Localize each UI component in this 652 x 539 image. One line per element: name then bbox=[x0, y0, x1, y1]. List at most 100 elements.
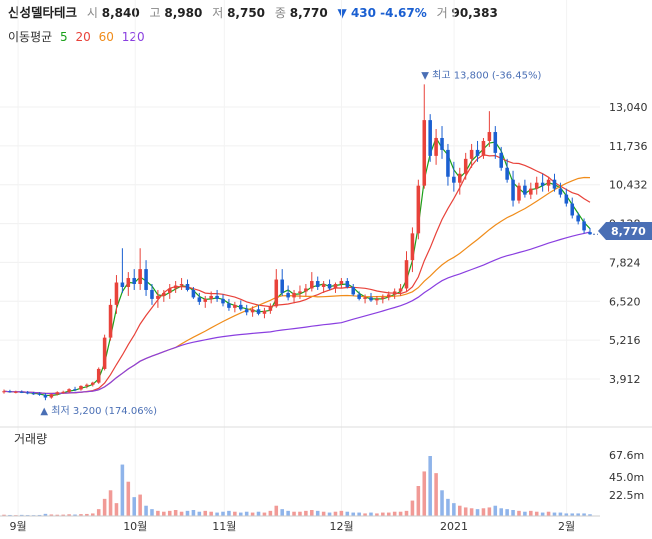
candle[interactable] bbox=[422, 84, 427, 189]
volume-bar[interactable] bbox=[37, 514, 42, 516]
candle[interactable] bbox=[404, 251, 409, 292]
candle[interactable] bbox=[304, 284, 308, 296]
volume-bar[interactable] bbox=[576, 513, 580, 516]
volume-bar[interactable] bbox=[49, 514, 54, 516]
candle[interactable] bbox=[227, 298, 231, 311]
volume-bar[interactable] bbox=[120, 464, 125, 516]
volume-bar[interactable] bbox=[493, 505, 498, 516]
candle[interactable] bbox=[43, 393, 48, 401]
candle[interactable] bbox=[262, 307, 267, 319]
volume-bar[interactable] bbox=[558, 512, 563, 516]
volume-bar[interactable] bbox=[540, 512, 545, 516]
volume-bar[interactable] bbox=[197, 511, 202, 516]
candle[interactable] bbox=[416, 179, 421, 240]
volume-bar[interactable] bbox=[79, 514, 83, 516]
volume-bar[interactable] bbox=[280, 509, 284, 516]
candle[interactable] bbox=[434, 129, 438, 165]
volume-bar[interactable] bbox=[505, 509, 509, 516]
volume-bar[interactable] bbox=[392, 511, 397, 516]
candle[interactable] bbox=[523, 179, 527, 198]
volume-bar[interactable] bbox=[321, 511, 326, 516]
volume-bar[interactable] bbox=[43, 513, 48, 516]
candle[interactable] bbox=[173, 281, 178, 293]
candle[interactable] bbox=[37, 392, 42, 396]
candle[interactable] bbox=[73, 386, 77, 392]
candle[interactable] bbox=[363, 294, 367, 304]
candle[interactable] bbox=[540, 173, 545, 192]
candle[interactable] bbox=[499, 146, 503, 171]
candle[interactable] bbox=[185, 279, 190, 292]
volume-bar[interactable] bbox=[357, 512, 361, 516]
volume-bar[interactable] bbox=[363, 513, 367, 516]
volume-bar[interactable] bbox=[327, 512, 332, 516]
volume-bar[interactable] bbox=[463, 507, 468, 516]
volume-bar[interactable] bbox=[523, 511, 527, 516]
candle[interactable] bbox=[197, 292, 202, 305]
volume-bar[interactable] bbox=[304, 510, 308, 516]
candle[interactable] bbox=[493, 126, 498, 159]
candle[interactable] bbox=[244, 304, 249, 316]
volume-bar[interactable] bbox=[292, 511, 296, 516]
candle[interactable] bbox=[381, 294, 385, 304]
candle[interactable] bbox=[552, 173, 557, 192]
candle[interactable] bbox=[120, 248, 125, 293]
candle[interactable] bbox=[564, 188, 569, 207]
volume-bar[interactable] bbox=[416, 486, 421, 516]
volume-bar[interactable] bbox=[61, 514, 65, 516]
candle[interactable] bbox=[369, 292, 373, 302]
candle[interactable] bbox=[333, 282, 338, 293]
volume-bar[interactable] bbox=[96, 509, 101, 516]
candle[interactable] bbox=[469, 143, 474, 168]
candle[interactable] bbox=[31, 391, 36, 395]
volume-bar[interactable] bbox=[215, 512, 219, 516]
volume-bar[interactable] bbox=[475, 509, 480, 516]
candle[interactable] bbox=[49, 393, 54, 399]
candle[interactable] bbox=[392, 288, 397, 299]
volume-bar[interactable] bbox=[434, 473, 438, 516]
candle[interactable] bbox=[67, 388, 71, 394]
volume-bar[interactable] bbox=[262, 512, 267, 516]
candle[interactable] bbox=[256, 304, 261, 316]
candle[interactable] bbox=[126, 272, 131, 296]
candle[interactable] bbox=[534, 176, 539, 195]
candle[interactable] bbox=[209, 291, 213, 304]
candle[interactable] bbox=[167, 284, 172, 299]
volume-bar[interactable] bbox=[534, 511, 539, 516]
candle[interactable] bbox=[179, 278, 184, 290]
volume-bar[interactable] bbox=[191, 510, 196, 516]
volume-bar[interactable] bbox=[499, 508, 503, 516]
candle[interactable] bbox=[386, 291, 391, 301]
volume-bar[interactable] bbox=[19, 514, 24, 516]
candle[interactable] bbox=[79, 385, 83, 391]
candle[interactable] bbox=[576, 212, 580, 225]
candle[interactable] bbox=[274, 269, 279, 308]
candle[interactable] bbox=[292, 289, 296, 304]
candle[interactable] bbox=[14, 390, 18, 394]
volume-bar[interactable] bbox=[286, 510, 290, 516]
candle[interactable] bbox=[310, 272, 314, 292]
candle[interactable] bbox=[96, 367, 101, 384]
volume-bar[interactable] bbox=[404, 510, 409, 516]
volume-bar[interactable] bbox=[102, 498, 107, 516]
candle[interactable] bbox=[238, 300, 243, 311]
volume-bar[interactable] bbox=[481, 508, 486, 516]
candle[interactable] bbox=[463, 152, 468, 180]
volume-bar[interactable] bbox=[369, 512, 373, 516]
candle[interactable] bbox=[108, 298, 113, 341]
volume-bar[interactable] bbox=[458, 505, 462, 516]
volume-bar[interactable] bbox=[422, 471, 427, 516]
candle[interactable] bbox=[315, 276, 320, 290]
volume-bar[interactable] bbox=[517, 510, 521, 516]
candle[interactable] bbox=[138, 248, 142, 290]
volume-bar[interactable] bbox=[150, 509, 154, 516]
candle[interactable] bbox=[339, 278, 344, 289]
candle[interactable] bbox=[233, 301, 237, 313]
volume-bar[interactable] bbox=[564, 513, 569, 516]
candle[interactable] bbox=[517, 182, 521, 204]
volume-bar[interactable] bbox=[310, 510, 314, 516]
volume-bar[interactable] bbox=[73, 514, 77, 516]
candle[interactable] bbox=[452, 161, 456, 192]
volume-bar[interactable] bbox=[238, 512, 243, 516]
volume-bar[interactable] bbox=[221, 511, 225, 516]
